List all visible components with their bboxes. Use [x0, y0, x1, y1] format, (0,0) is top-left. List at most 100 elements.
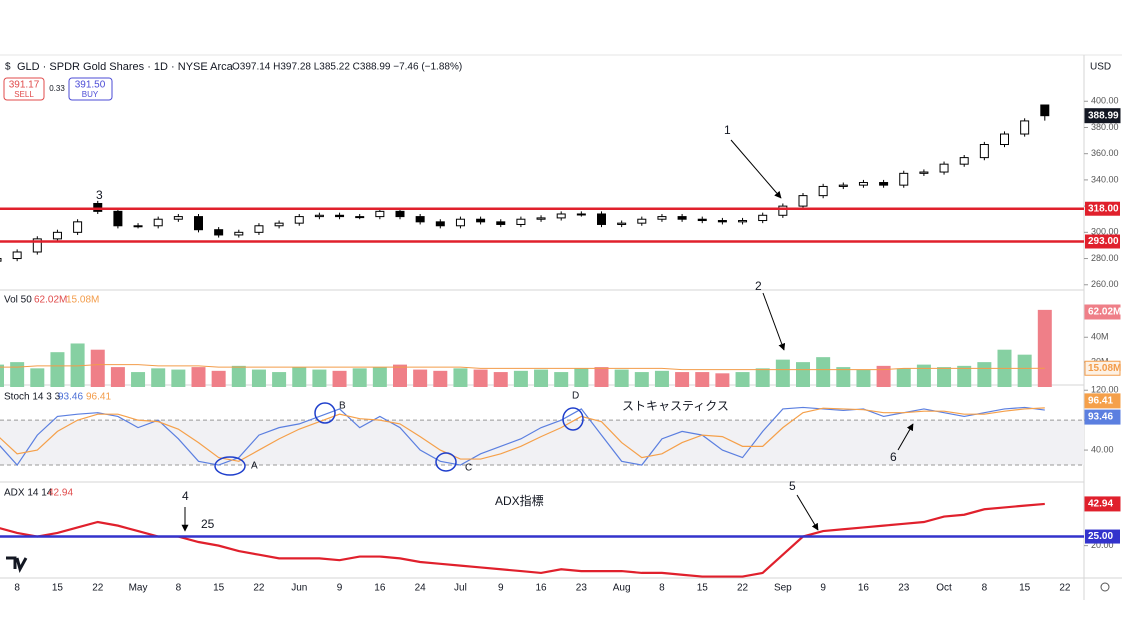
- symbol: GLD · SPDR Gold Shares · 1D · NYSE Arca: [17, 61, 234, 73]
- candle-body: [294, 216, 304, 224]
- panel-value: 15.08M: [66, 295, 99, 306]
- candle-body: [1040, 104, 1050, 117]
- currency-symbol: $: [5, 62, 11, 73]
- hline-label: 293.00: [1088, 236, 1119, 247]
- annotation: B: [339, 401, 346, 412]
- annotation: ストキャスティクス: [622, 399, 729, 413]
- moving-average: [0, 364, 1045, 371]
- volume-bar: [110, 367, 125, 387]
- panel-value: 42.94: [48, 488, 73, 499]
- arrow: [897, 423, 914, 451]
- candle-body: [778, 205, 788, 216]
- x-tick-label: 22: [1059, 583, 1071, 594]
- x-tick-label: 16: [535, 583, 547, 594]
- candle-body: [798, 195, 808, 207]
- candle-body: [415, 216, 425, 223]
- annotation: 4: [182, 489, 189, 503]
- volume-bar: [513, 370, 528, 387]
- y-tick-label: 300.00: [1091, 227, 1119, 237]
- volume-bar: [10, 362, 25, 387]
- y-tick-label: 340.00: [1091, 174, 1119, 184]
- candle-body: [335, 214, 345, 218]
- y-tick-label: 20.00: [1091, 540, 1114, 550]
- volume-bar: [70, 343, 85, 387]
- annotation: A: [251, 461, 258, 472]
- x-tick-label: 15: [1019, 583, 1031, 594]
- volume-bar: [30, 368, 45, 387]
- panel-title: ADX 14 14: [4, 488, 53, 499]
- buy-label[interactable]: BUY: [82, 90, 99, 99]
- sell-button[interactable]: [3, 77, 45, 101]
- candle-body: [435, 221, 445, 227]
- candle-body: [697, 218, 707, 222]
- candle-body: [858, 182, 868, 186]
- series-line: [0, 502, 1045, 578]
- volume-bar: [211, 370, 226, 387]
- plot-area: 8 15 22 May 8 15 22 Jun 9 16 24 Jul 9 16 23 Aug 8 15 22 Sep…: [0, 96, 1121, 594]
- x-tick-label: 8: [14, 583, 20, 594]
- volume-bar: [957, 365, 972, 387]
- candle-body: [12, 251, 22, 260]
- volume-bar: [292, 367, 307, 387]
- value-box: [1085, 529, 1120, 544]
- x-tick-label: 23: [898, 583, 910, 594]
- value-box-label: 93.46: [1088, 412, 1113, 423]
- buy-price[interactable]: 391.50: [75, 80, 106, 91]
- annotation: 3: [96, 188, 103, 202]
- value-box: [1084, 108, 1121, 124]
- candle-body: [375, 210, 385, 218]
- panel-value: 62.02M: [34, 295, 67, 306]
- candle-body: [979, 144, 989, 159]
- value-box: [1084, 496, 1121, 512]
- volume-bar: [735, 372, 750, 387]
- candle-body: [234, 231, 244, 236]
- candle-body: [496, 221, 506, 225]
- candle-body: [476, 218, 486, 223]
- hline-label: 318.00: [1088, 203, 1119, 214]
- candle-body: [516, 218, 526, 225]
- candle-body: [173, 216, 183, 220]
- x-tick-label: Jun: [291, 583, 307, 594]
- volume-bar: [0, 364, 4, 387]
- x-tick-label: Oct: [936, 583, 952, 594]
- value-box: [1084, 393, 1121, 409]
- x-tick-label: 15: [213, 583, 225, 594]
- value-box: [1085, 234, 1120, 249]
- sell-price[interactable]: 391.17: [9, 80, 40, 91]
- annotation: 2: [755, 279, 762, 293]
- candle-body: [677, 216, 687, 220]
- candle-body: [32, 238, 42, 253]
- volume-bar: [937, 367, 952, 387]
- candle-body: [899, 172, 909, 186]
- value-box-label: 388.99: [1088, 110, 1119, 121]
- volume-bar: [372, 367, 387, 387]
- settings-icon[interactable]: [1100, 582, 1110, 592]
- volume-bar: [151, 368, 166, 387]
- candle-body: [395, 210, 405, 218]
- volume-bar: [836, 367, 851, 387]
- volume-bar: [251, 369, 266, 387]
- volume-bar: [614, 369, 629, 387]
- x-tick-label: 8: [176, 583, 182, 594]
- volume-bar: [876, 365, 891, 387]
- x-tick-label: 9: [337, 583, 343, 594]
- y-tick-label: 360.00: [1091, 148, 1119, 158]
- y-tick-label: 380.00: [1091, 122, 1119, 132]
- candle-body: [52, 231, 62, 240]
- candle-body: [657, 216, 667, 220]
- candle-body: [1000, 133, 1009, 146]
- x-tick-label: 22: [253, 583, 265, 594]
- value-box: [1084, 409, 1121, 425]
- candle-body: [314, 214, 324, 218]
- value-box-label: 62.02M: [1088, 307, 1121, 318]
- candle-body: [576, 213, 586, 216]
- volume-bar: [534, 369, 549, 387]
- buy-button[interactable]: [68, 77, 113, 101]
- arrow: [762, 292, 786, 351]
- logo: [6, 556, 28, 573]
- annotation: D: [572, 391, 579, 402]
- volume-bar: [977, 362, 992, 387]
- x-tick-label: Jul: [454, 583, 467, 594]
- sell-label[interactable]: SELL: [14, 90, 34, 99]
- candle-body: [637, 218, 647, 224]
